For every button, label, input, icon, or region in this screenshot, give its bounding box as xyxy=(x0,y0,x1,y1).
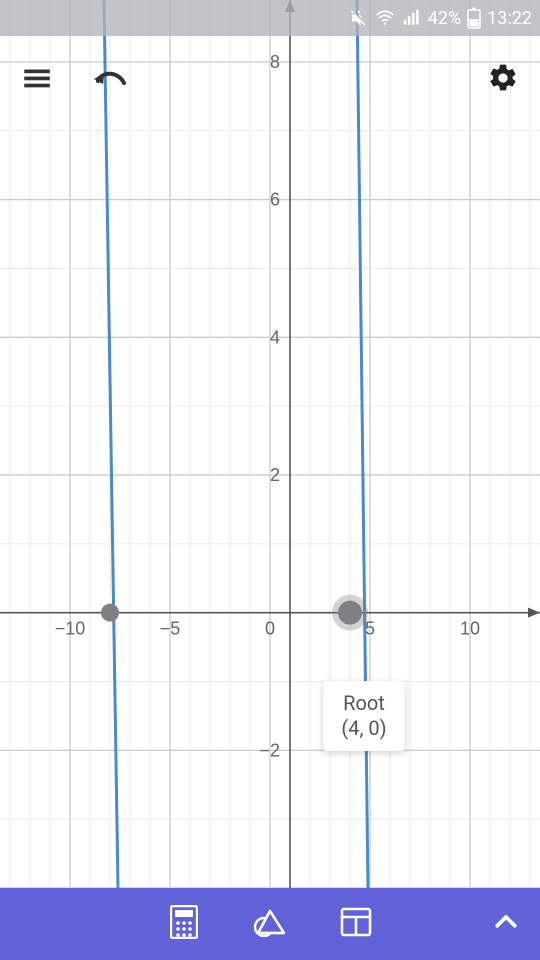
settings-button[interactable] xyxy=(480,55,526,101)
chevron-up-icon xyxy=(491,907,521,941)
x-tick-label: 10 xyxy=(460,619,480,639)
y-tick-label: −2 xyxy=(259,740,280,760)
table-icon xyxy=(340,907,372,941)
app-bar xyxy=(0,48,540,108)
wifi-icon xyxy=(374,8,396,28)
calculator-icon xyxy=(170,905,198,943)
clock-time: 13:22 xyxy=(487,8,532,29)
status-bar: 42% 13:22 xyxy=(0,0,540,36)
bottom-toolbar xyxy=(0,888,540,960)
menu-button[interactable] xyxy=(14,55,60,101)
undo-button[interactable] xyxy=(88,55,134,101)
tooltip-coord: (4, 0) xyxy=(341,716,386,741)
y-tick-label: 6 xyxy=(270,190,280,210)
shapes-button[interactable] xyxy=(250,904,290,944)
y-tick-label: 4 xyxy=(270,327,280,347)
x-tick-label: −5 xyxy=(160,619,181,639)
battery-icon xyxy=(467,7,481,29)
undo-icon xyxy=(92,63,130,93)
signal-icon xyxy=(402,8,422,28)
y-tick-label: 2 xyxy=(270,465,280,485)
battery-percent: 42% xyxy=(428,8,461,29)
table-button[interactable] xyxy=(336,904,376,944)
graph-canvas[interactable]: −10−50510−22468 Root (4, 0) xyxy=(0,0,540,888)
shapes-icon xyxy=(252,905,288,943)
x-tick-label: 0 xyxy=(265,619,275,639)
tooltip-title: Root xyxy=(341,691,386,716)
x-tick-label: −10 xyxy=(55,619,86,639)
mute-icon xyxy=(348,8,368,28)
gear-icon xyxy=(487,62,519,94)
x-tick-label: 5 xyxy=(365,619,375,639)
calculator-button[interactable] xyxy=(164,904,204,944)
graph-svg[interactable]: −10−50510−22468 xyxy=(0,0,540,888)
menu-icon xyxy=(20,61,54,95)
root-tooltip: Root (4, 0) xyxy=(323,681,404,751)
expand-button[interactable] xyxy=(486,904,526,944)
